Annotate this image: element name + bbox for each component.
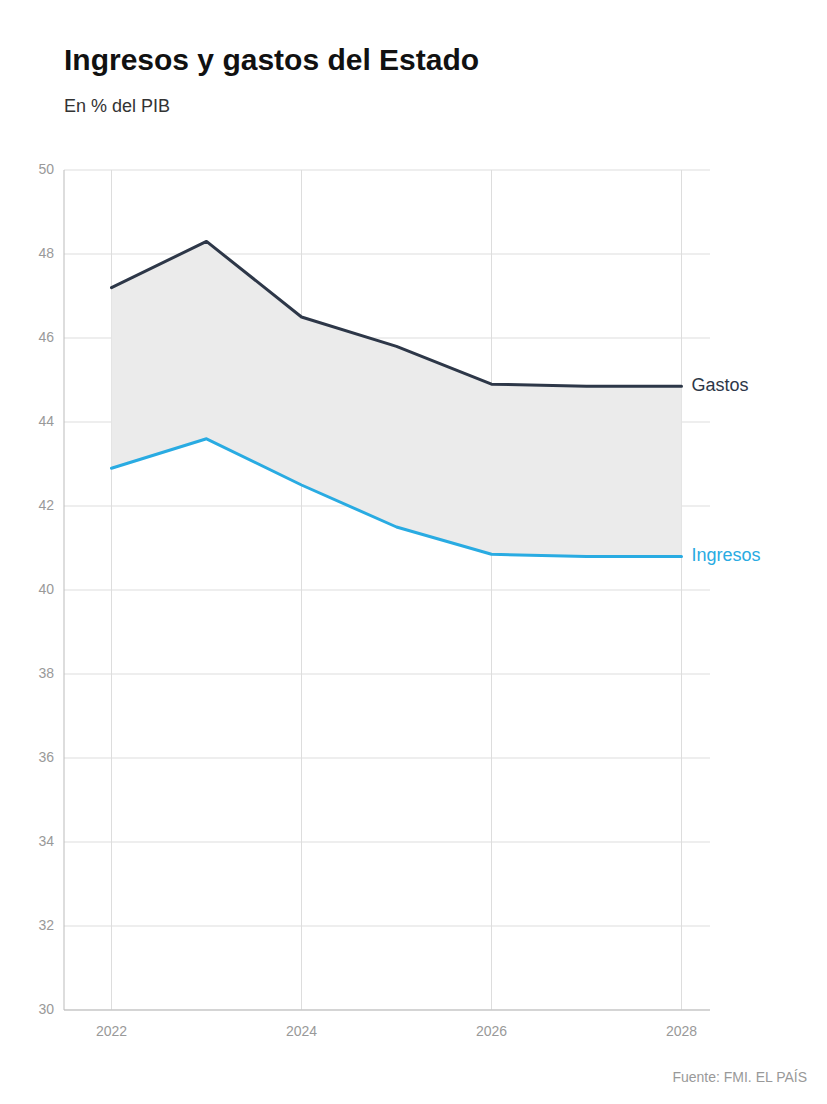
x-axis-line <box>64 1010 710 1011</box>
x-grid-line <box>301 170 302 1010</box>
series-line <box>112 241 682 386</box>
y-tick-label: 46 <box>38 329 54 345</box>
y-grid-line <box>64 590 710 591</box>
title: Ingresos y gastos del Estado <box>64 43 479 76</box>
subtitle: En % del PIB <box>64 96 170 116</box>
y-tick-label: 30 <box>38 1001 54 1017</box>
x-tick-label: 2024 <box>286 1023 317 1039</box>
y-grid-line <box>64 758 710 759</box>
x-tick-label: 2026 <box>476 1023 507 1039</box>
series-label: Gastos <box>692 375 749 395</box>
y-grid-line <box>64 926 710 927</box>
y-grid-line <box>64 170 710 171</box>
y-tick-label: 50 <box>38 161 54 177</box>
grid <box>64 170 710 1010</box>
y-tick-label: 40 <box>38 581 54 597</box>
x-tick-label: 2022 <box>96 1023 127 1039</box>
y-tick-label: 36 <box>38 749 54 765</box>
plot-marks <box>112 241 682 556</box>
y-tick-label: 44 <box>38 413 54 429</box>
source: Fuente: FMI. EL PAÍS <box>672 1069 807 1085</box>
y-tick-label: 48 <box>38 245 54 261</box>
y-tick-label: 32 <box>38 917 54 933</box>
x-tick-label: 2028 <box>666 1023 697 1039</box>
y-grid-line <box>64 674 710 675</box>
x-grid-line <box>681 170 682 1010</box>
x-grid-line <box>491 170 492 1010</box>
band-fill <box>112 241 682 556</box>
y-grid-line <box>64 254 710 255</box>
y-axis-line <box>64 170 65 1010</box>
y-grid-line <box>64 842 710 843</box>
chart-container: Ingresos y gastos del Estado En % del PIB… <box>0 0 827 1104</box>
y-grid-line <box>64 1010 710 1011</box>
chart-svg: Ingresos y gastos del Estado En % del PIB… <box>0 0 827 1104</box>
series-label: Ingresos <box>692 545 761 565</box>
y-tick-label: 42 <box>38 497 54 513</box>
y-tick-label: 34 <box>38 833 54 849</box>
background <box>0 0 827 1104</box>
series-line <box>112 439 682 557</box>
y-tick-label: 38 <box>38 665 54 681</box>
